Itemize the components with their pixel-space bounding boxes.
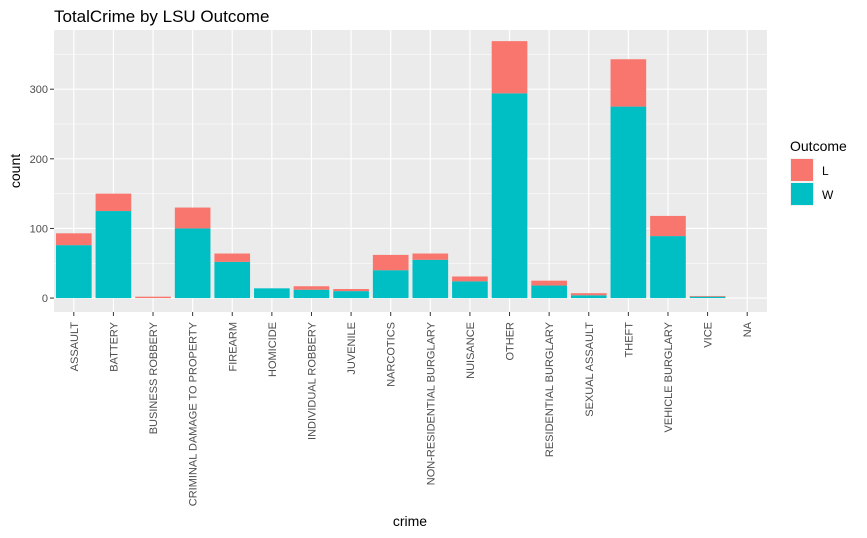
bar-w: [174, 228, 211, 299]
bar-w: [95, 211, 132, 299]
bar-l: [570, 293, 607, 296]
x-tick-label: OTHER: [505, 322, 517, 361]
x-axis: ASSAULT BATTERY BUSINESS ROBBERY CRIMINAL D…: [69, 312, 754, 506]
bar-l: [293, 286, 330, 290]
y-tick-label: 200: [30, 154, 48, 166]
bar-l: [491, 41, 528, 94]
x-tick-label: INDIVIDUAL ROBBERY: [306, 321, 318, 440]
legend-label-w: W: [822, 188, 834, 202]
y-tick-label: 300: [30, 84, 48, 96]
x-tick-label: VEHICLE BURGLARY: [663, 321, 675, 432]
bar-w: [293, 289, 330, 299]
y-axis: 0 100 200 300: [30, 84, 54, 305]
legend: Outcome L W: [790, 138, 847, 206]
bar-w: [372, 270, 409, 299]
minor-gridlines: [54, 54, 767, 264]
bar-w: [531, 285, 567, 299]
bar-w: [610, 106, 647, 299]
bar-l: [452, 276, 488, 282]
chart-title: TotalCrime by LSU Outcome: [54, 7, 269, 26]
bar-l: [531, 280, 567, 286]
legend-title: Outcome: [790, 138, 847, 154]
plot-panel: [54, 30, 767, 312]
x-tick-label: JUVENILE: [346, 322, 358, 375]
x-axis-title: crime: [393, 513, 427, 529]
x-tick-label: HOMICIDE: [267, 322, 279, 377]
x-tick-label: FIREARM: [227, 322, 239, 372]
bar-l: [650, 215, 686, 237]
x-tick-label: BUSINESS ROBBERY: [148, 321, 160, 434]
y-tick-label: 0: [42, 293, 48, 305]
y-tick-label: 100: [30, 223, 48, 235]
bar-w: [412, 259, 449, 299]
x-tick-label: THEFT: [623, 322, 635, 358]
x-tick-label: VICE: [703, 322, 715, 348]
x-tick-label: BATTERY: [108, 321, 120, 371]
bar-w: [491, 93, 528, 299]
bar-w: [55, 245, 92, 299]
bar-w: [254, 288, 290, 299]
legend-key-w: [791, 183, 813, 205]
y-axis-title: count: [7, 154, 23, 188]
bar-l: [610, 59, 647, 107]
x-tick-label: NARCOTICS: [386, 322, 398, 387]
bar-w: [570, 295, 607, 299]
bar-w: [650, 236, 686, 299]
x-tick-label: CRIMINAL DAMAGE TO PROPERTY: [188, 321, 200, 506]
x-tick-label: ASSAULT: [69, 322, 81, 372]
bar-l: [689, 295, 726, 297]
x-tick-label: NA: [742, 321, 754, 337]
x-tick-label: NUISANCE: [465, 322, 477, 379]
bar-l: [372, 254, 409, 271]
legend-key-l: [791, 159, 813, 181]
bar-l: [174, 207, 211, 229]
legend-label-l: L: [822, 164, 829, 178]
x-tick-label: SEXUAL ASSAULT: [584, 322, 596, 417]
bars: [55, 41, 726, 299]
bar-l: [333, 289, 369, 292]
bar-l: [214, 253, 251, 262]
bar-w: [214, 261, 251, 299]
bar-l: [412, 253, 449, 260]
bar-l: [95, 193, 132, 212]
x-tick-label: NON-RESIDENTIAL BURGLARY: [425, 321, 437, 485]
bar-w: [452, 281, 488, 299]
bar-w: [333, 291, 369, 299]
bar-l: [135, 296, 171, 299]
x-tick-label: RESIDENTIAL BURGLARY: [544, 321, 556, 457]
bar-w: [689, 296, 726, 299]
bar-l: [55, 233, 92, 246]
